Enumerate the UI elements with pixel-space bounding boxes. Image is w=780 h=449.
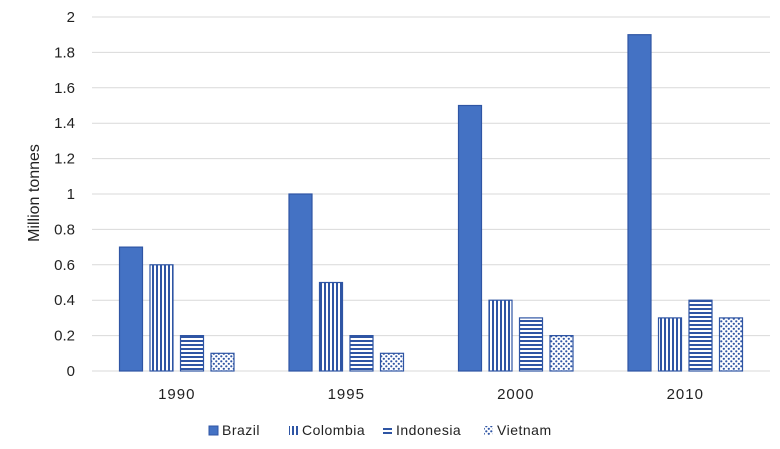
x-category-label: 2000 — [497, 386, 534, 403]
x-category-label: 1995 — [328, 386, 365, 403]
legend: Brazil Colombia Indonesia Vietnam — [208, 422, 552, 438]
legend-label-colombia: Colombia — [302, 422, 365, 438]
bar-colombia-1990 — [149, 264, 174, 372]
y-tick-label: 1 — [67, 186, 75, 203]
bar-vietnam-1995 — [379, 352, 405, 372]
bar-indonesia-1990 — [179, 335, 205, 372]
legend-swatch-colombia — [289, 426, 298, 435]
y-tick-label: 0.8 — [54, 221, 75, 238]
bar-indonesia-2010 — [688, 299, 713, 372]
bar-colombia-1995 — [318, 281, 344, 372]
bar-brazil-2000 — [457, 104, 483, 372]
bar-vietnam-2010 — [718, 317, 744, 372]
y-tick-label: 0.6 — [54, 257, 75, 274]
bar-colombia-2010 — [657, 317, 683, 372]
y-axis-label: Million tonnes — [26, 144, 43, 242]
bar-indonesia-1995 — [349, 335, 374, 372]
legend-label-brazil: Brazil — [222, 422, 260, 438]
bar-vietnam-1990 — [210, 352, 235, 372]
legend-label-vietnam: Vietnam — [497, 422, 552, 438]
bar-colombia-2000 — [488, 299, 513, 372]
gridlines — [92, 16, 770, 372]
x-category-label: 2010 — [667, 386, 704, 403]
y-tick-label: 2 — [67, 9, 75, 26]
legend-swatch-brazil — [208, 425, 219, 436]
x-category-label: 1990 — [158, 386, 195, 403]
legend-swatch-indonesia — [383, 426, 392, 435]
bars — [118, 34, 744, 372]
y-tick-label: 1.8 — [54, 44, 75, 61]
y-tick-label: 1.4 — [54, 115, 75, 132]
y-tick-label: 1.6 — [54, 80, 75, 97]
bar-brazil-1995 — [288, 193, 313, 372]
bar-vietnam-2000 — [549, 335, 574, 372]
x-axis-categories: 1990 1995 2000 2010 — [158, 386, 704, 403]
bar-brazil-1990 — [118, 246, 144, 372]
y-axis-ticks: 0 0.2 0.4 0.6 0.8 1 1.2 1.4 1.6 1.8 2 — [54, 9, 75, 380]
bar-indonesia-2000 — [518, 317, 544, 372]
y-tick-label: 0.4 — [54, 292, 75, 309]
y-tick-label: 0.2 — [54, 328, 75, 345]
bar-brazil-2010 — [627, 34, 652, 372]
legend-swatch-vietnam — [484, 426, 493, 435]
y-tick-label: 0 — [67, 363, 75, 380]
legend-label-indonesia: Indonesia — [396, 422, 461, 438]
y-tick-label: 1.2 — [54, 151, 75, 168]
